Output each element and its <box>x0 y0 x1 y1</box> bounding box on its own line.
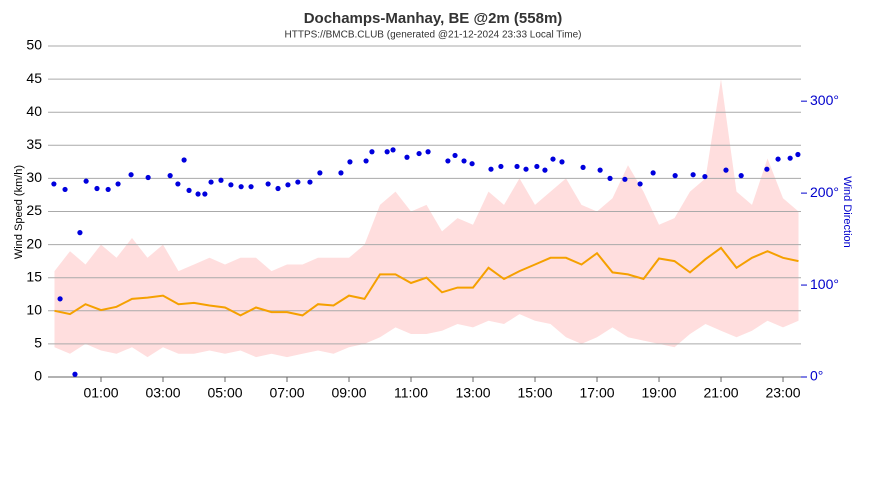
direction-dot <box>542 167 548 173</box>
x-tick-label: 07:00 <box>269 385 304 401</box>
y-tick-label: 20 <box>26 235 42 251</box>
direction-dot <box>317 170 323 176</box>
direction-dot <box>488 166 494 172</box>
x-tick-label: 11:00 <box>394 385 428 401</box>
y-tick-label: 25 <box>26 202 42 218</box>
direction-dot <box>597 167 603 173</box>
direction-dot <box>452 152 458 159</box>
y2-tick-label: 200° <box>810 184 839 200</box>
x-tick-label: 09:00 <box>331 385 366 401</box>
y2-axis-label: Wind Direction <box>841 176 853 248</box>
direction-dot <box>208 179 214 185</box>
y-tick-label: 10 <box>26 302 42 318</box>
direction-dot <box>637 181 643 187</box>
x-tick-label: 05:00 <box>207 385 242 401</box>
x-tick-label: 03:00 <box>145 385 180 401</box>
direction-dot <box>514 163 520 170</box>
direction-dot <box>195 191 201 197</box>
direction-dot <box>702 173 708 180</box>
x-tick-label: 13:00 <box>455 385 490 401</box>
direction-dot <box>307 179 313 185</box>
y-tick-label: 35 <box>26 136 42 152</box>
direction-dot <box>690 172 696 178</box>
direction-dot <box>787 155 793 161</box>
direction-dot <box>469 161 475 167</box>
direction-dot <box>523 166 529 172</box>
direction-dot <box>228 182 234 188</box>
x-tick-label: 17:00 <box>579 385 614 401</box>
direction-dot <box>238 184 244 190</box>
direction-dot <box>145 174 151 181</box>
direction-dot <box>94 185 100 192</box>
direction-dot <box>650 170 656 176</box>
y-tick-label: 15 <box>26 268 42 284</box>
direction-dot <box>672 173 678 179</box>
direction-dot <box>764 166 770 172</box>
direction-dot <box>265 181 271 187</box>
direction-dot <box>384 149 390 155</box>
direction-dot <box>416 150 422 157</box>
direction-dot <box>369 149 375 155</box>
direction-dot <box>181 157 187 163</box>
y-tick-label: 0 <box>34 368 42 384</box>
direction-dot <box>295 179 301 185</box>
y-tick-label: 40 <box>26 103 42 119</box>
direction-dot <box>128 172 134 178</box>
direction-dot <box>795 151 801 158</box>
y-tick-label: 30 <box>26 169 42 185</box>
direction-dot <box>550 156 556 162</box>
y-axis-label: Wind Speed (km/h) <box>13 165 25 259</box>
direction-dot <box>105 186 111 193</box>
y2-tick-label: 300° <box>810 92 839 108</box>
chart-title: Dochamps-Manhay, BE @2m (558m) <box>304 10 563 27</box>
direction-dot <box>607 175 613 181</box>
direction-dot <box>57 296 63 302</box>
direction-dot <box>285 182 291 188</box>
direction-dot <box>445 158 451 164</box>
direction-dot <box>72 371 78 377</box>
direction-dot <box>51 181 57 187</box>
direction-dot <box>338 170 344 176</box>
direction-dot <box>580 164 586 170</box>
direction-dot <box>202 191 208 197</box>
direction-dot <box>404 154 410 160</box>
direction-dot <box>498 163 504 170</box>
x-tick-label: 19:00 <box>641 385 676 401</box>
direction-dot <box>461 158 467 164</box>
y-tick-label: 45 <box>26 70 42 86</box>
x-tick-label: 23:00 <box>765 385 800 401</box>
speed-line <box>54 246 799 317</box>
chart-subtitle: HTTPS://BMCB.CLUB (generated @21-12-2024… <box>285 30 582 41</box>
direction-dot <box>218 177 224 183</box>
direction-dot <box>363 158 369 164</box>
direction-dot <box>62 186 68 193</box>
direction-dot <box>534 163 540 170</box>
direction-dot <box>248 184 254 190</box>
y-tick-label: 5 <box>34 335 42 351</box>
direction-dot <box>275 185 281 192</box>
direction-dot <box>425 149 431 155</box>
direction-dot <box>622 176 628 182</box>
direction-dot <box>115 181 121 187</box>
direction-dot <box>723 167 729 173</box>
direction-dot <box>167 173 173 179</box>
direction-dot <box>559 159 565 165</box>
direction-dot <box>83 178 89 184</box>
gust-band <box>54 79 799 358</box>
x-tick-label: 21:00 <box>703 385 738 401</box>
direction-dot <box>186 187 192 193</box>
y-tick-label: 50 <box>26 37 42 53</box>
direction-dot <box>390 147 396 153</box>
y2-tick-label: 0° <box>810 368 823 384</box>
direction-dot <box>738 173 744 179</box>
x-tick-label: 15:00 <box>517 385 552 401</box>
direction-dot <box>775 156 781 162</box>
y2-tick-label: 100° <box>810 276 839 292</box>
direction-dot <box>347 159 353 165</box>
x-tick-label: 01:00 <box>83 385 118 401</box>
direction-dot <box>77 230 83 236</box>
direction-dot <box>175 181 181 187</box>
